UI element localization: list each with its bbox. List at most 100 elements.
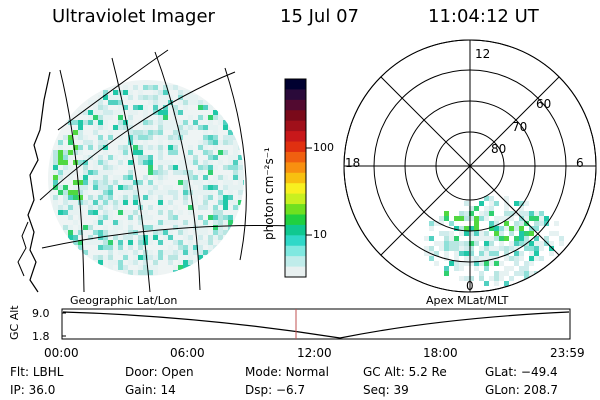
colorbar-segment — [285, 235, 306, 247]
image-pixel — [73, 135, 78, 140]
image-pixel — [168, 165, 173, 170]
ip-value: 36.0 — [28, 383, 56, 397]
image-pixel — [504, 281, 509, 286]
image-pixel — [93, 110, 98, 115]
image-pixel — [158, 155, 163, 160]
image-pixel — [479, 261, 484, 266]
image-pixel — [183, 235, 188, 240]
image-pixel — [544, 241, 549, 246]
image-pixel — [68, 140, 73, 145]
image-pixel — [78, 230, 83, 235]
image-pixel — [123, 180, 128, 185]
image-pixel — [173, 270, 178, 275]
image-pixel — [228, 230, 233, 235]
image-pixel — [153, 265, 158, 270]
image-pixel — [444, 241, 449, 246]
image-pixel — [183, 185, 188, 190]
image-pixel — [208, 155, 213, 160]
image-pixel — [133, 190, 138, 195]
image-pixel — [133, 260, 138, 265]
image-pixel — [163, 250, 168, 255]
image-pixel — [168, 215, 173, 220]
image-pixel — [208, 105, 213, 110]
image-pixel — [128, 215, 133, 220]
image-pixel — [63, 185, 68, 190]
image-pixel — [444, 211, 449, 216]
image-pixel — [128, 190, 133, 195]
image-pixel — [68, 150, 73, 155]
image-pixel — [123, 145, 128, 150]
image-pixel — [158, 195, 163, 200]
image-pixel — [108, 255, 113, 260]
image-pixel — [459, 241, 464, 246]
image-pixel — [138, 135, 143, 140]
image-pixel — [198, 140, 203, 145]
image-pixel — [128, 210, 133, 215]
image-pixel — [163, 90, 168, 95]
image-pixel — [549, 241, 554, 246]
image-pixel — [123, 155, 128, 160]
image-pixel — [143, 155, 148, 160]
image-pixel — [514, 271, 519, 276]
image-pixel — [73, 160, 78, 165]
image-pixel — [529, 216, 534, 221]
image-pixel — [489, 241, 494, 246]
image-pixel — [113, 260, 118, 265]
image-pixel — [123, 210, 128, 215]
image-pixel — [188, 125, 193, 130]
image-pixel — [218, 160, 223, 165]
image-pixel — [148, 190, 153, 195]
image-pixel — [163, 120, 168, 125]
image-pixel — [464, 276, 469, 281]
image-pixel — [193, 160, 198, 165]
image-pixel — [499, 226, 504, 231]
image-pixel — [123, 190, 128, 195]
image-pixel — [198, 165, 203, 170]
image-pixel — [53, 165, 58, 170]
image-pixel — [223, 140, 228, 145]
image-pixel — [183, 245, 188, 250]
image-pixel — [519, 206, 524, 211]
image-pixel — [163, 205, 168, 210]
image-pixel — [138, 265, 143, 270]
image-pixel — [73, 185, 78, 190]
image-pixel — [158, 120, 163, 125]
image-pixel — [208, 165, 213, 170]
door-label: Door: — [125, 365, 158, 379]
image-pixel — [454, 256, 459, 261]
image-pixel — [193, 245, 198, 250]
image-pixel — [193, 195, 198, 200]
image-pixel — [459, 226, 464, 231]
image-pixel — [233, 220, 238, 225]
image-pixel — [188, 145, 193, 150]
image-pixel — [489, 211, 494, 216]
image-pixel — [464, 251, 469, 256]
image-pixel — [524, 261, 529, 266]
image-pixel — [183, 200, 188, 205]
image-pixel — [489, 221, 494, 226]
image-pixel — [188, 235, 193, 240]
image-pixel — [143, 140, 148, 145]
image-pixel — [163, 125, 168, 130]
image-pixel — [178, 180, 183, 185]
image-pixel — [439, 241, 444, 246]
image-pixel — [88, 110, 93, 115]
image-pixel — [103, 165, 108, 170]
image-pixel — [143, 260, 148, 265]
image-pixel — [228, 155, 233, 160]
image-pixel — [108, 190, 113, 195]
image-pixel — [494, 251, 499, 256]
image-pixel — [183, 190, 188, 195]
image-pixel — [193, 155, 198, 160]
image-pixel — [138, 240, 143, 245]
image-pixel — [113, 180, 118, 185]
image-pixel — [88, 170, 93, 175]
image-pixel — [238, 180, 243, 185]
image-pixel — [108, 170, 113, 175]
image-pixel — [233, 170, 238, 175]
image-pixel — [178, 245, 183, 250]
image-pixel — [138, 185, 143, 190]
filter-label: Flt: — [10, 365, 29, 379]
image-pixel — [163, 160, 168, 165]
image-pixel — [133, 210, 138, 215]
